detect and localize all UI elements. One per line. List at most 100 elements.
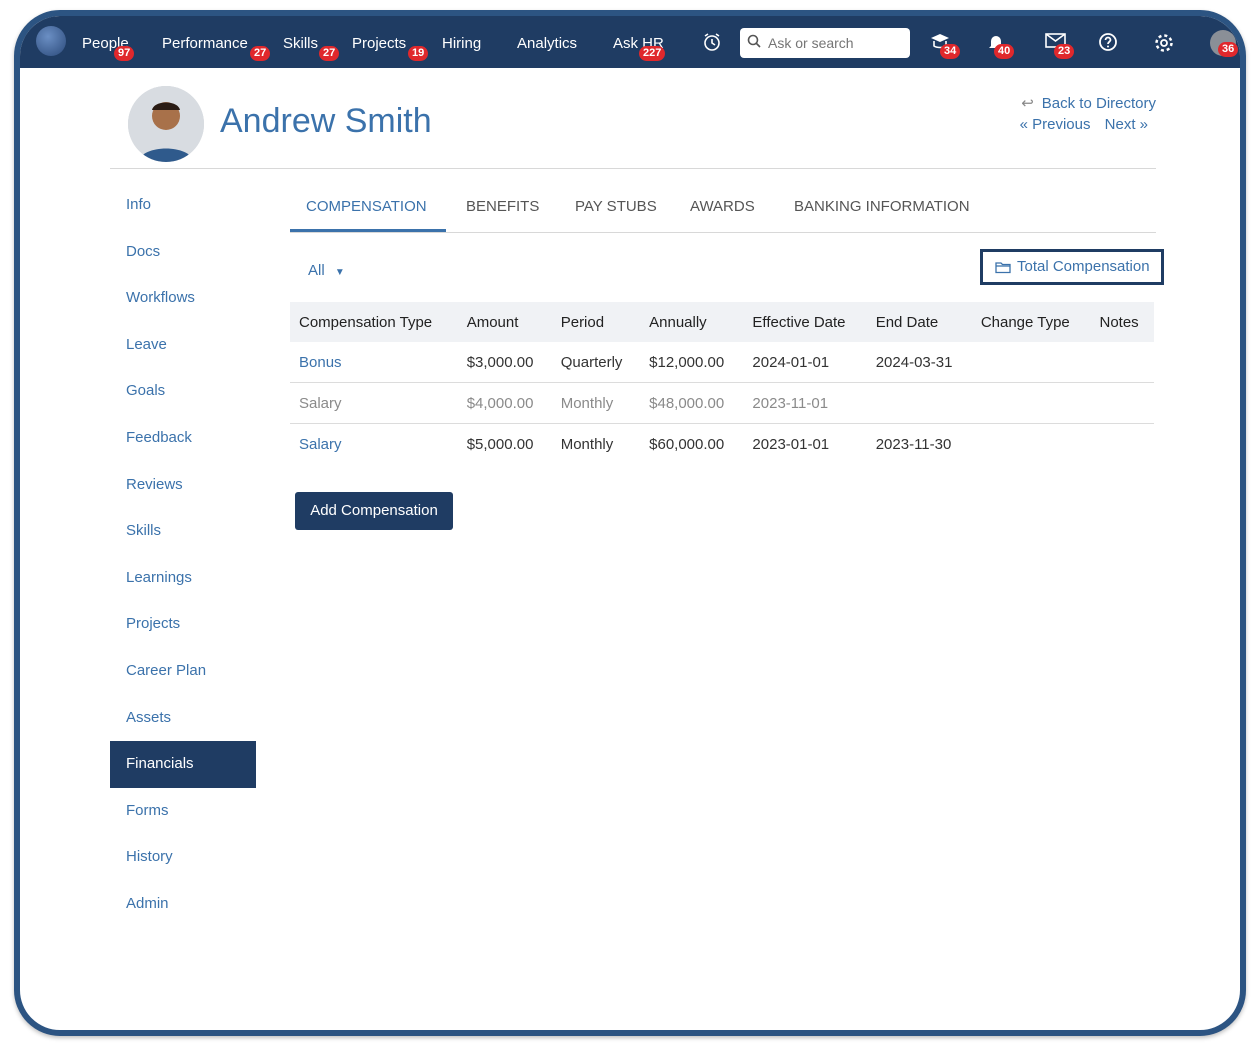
search-icon xyxy=(747,34,761,48)
cell-annually: $12,000.00 xyxy=(640,342,744,383)
cell-notes xyxy=(1091,424,1155,465)
cell-type[interactable]: Bonus xyxy=(290,342,458,383)
previous-link[interactable]: « Previous xyxy=(1019,116,1091,133)
search-input[interactable] xyxy=(766,28,905,58)
cell-change-type xyxy=(971,342,1091,383)
nav-skills-badge: 27 xyxy=(319,46,340,61)
tasks-icon[interactable]: 34 xyxy=(928,32,961,59)
col-notes[interactable]: Notes xyxy=(1090,302,1154,342)
nav-performance[interactable]: Performance 27 xyxy=(162,35,271,61)
tab-banking-information[interactable]: BANKING INFORMATION xyxy=(794,198,970,215)
nav-ask-hr[interactable]: Ask HR 227 xyxy=(613,35,666,61)
app-window: People 97 Performance 27 Skills 27 Proje… xyxy=(14,10,1246,1036)
sidebar-item-history[interactable]: History xyxy=(126,848,173,866)
search-box[interactable] xyxy=(740,28,910,58)
table-row: Salary $5,000.00 Monthly $60,000.00 2023… xyxy=(290,424,1154,465)
help-icon[interactable] xyxy=(1096,32,1120,56)
compensation-table: Compensation Type Amount Period Annually… xyxy=(290,302,1154,464)
nav-skills[interactable]: Skills 27 xyxy=(283,35,340,61)
cell-annually: $60,000.00 xyxy=(649,435,725,453)
back-label: Back to Directory xyxy=(1041,95,1156,112)
filter-label: All xyxy=(308,262,325,279)
employee-name: Andrew Smith xyxy=(220,102,432,140)
sidebar-item-workflows[interactable]: Workflows xyxy=(126,289,195,307)
sidebar-item-assets[interactable]: Assets xyxy=(126,708,172,726)
sidebar-item-admin[interactable]: Admin xyxy=(126,894,169,912)
cell-end-date xyxy=(866,382,972,424)
cell-type[interactable]: Salary xyxy=(290,382,458,424)
top-nav-bar: People 97 Performance 27 Skills 27 Proje… xyxy=(20,16,1240,68)
cell-period: Monthly xyxy=(560,435,614,453)
cell-amount: $3,000.00 xyxy=(457,342,552,383)
sidebar-item-goals[interactable]: Goals xyxy=(126,382,166,400)
sidebar-item-projects[interactable]: Projects xyxy=(126,615,181,633)
user-avatar[interactable]: 36 xyxy=(1210,30,1239,57)
cell-end-date: 2024-03-31 xyxy=(866,342,972,383)
messages-badge: 23 xyxy=(1054,44,1075,59)
cell-period: Monthly xyxy=(551,382,641,424)
col-period[interactable]: Period xyxy=(551,302,641,342)
col-end-date[interactable]: End Date xyxy=(866,302,972,342)
add-compensation-button[interactable]: Add Compensation xyxy=(295,492,453,530)
cell-effective-date: 2024-01-01 xyxy=(743,342,867,383)
filter-dropdown[interactable]: All ▼ xyxy=(308,262,345,279)
alarm-clock-icon[interactable] xyxy=(700,32,724,56)
sidebar-item-reviews[interactable]: Reviews xyxy=(126,475,183,493)
nav-hiring[interactable]: Hiring xyxy=(442,35,481,52)
cell-effective-date: 2023-11-01 xyxy=(743,382,867,424)
back-to-directory-link[interactable]: ↩ Back to Directory xyxy=(1021,94,1156,112)
cell-change-type xyxy=(971,382,1091,424)
nav-people[interactable]: People 97 xyxy=(82,35,135,61)
tab-pay-stubs[interactable]: PAY STUBS xyxy=(575,198,657,215)
notifications-badge: 40 xyxy=(994,44,1015,59)
profile-badge: 36 xyxy=(1218,42,1239,57)
profile-sidebar: Info Docs Workflows Leave Goals Feedback… xyxy=(110,182,256,928)
sidebar-item-learnings[interactable]: Learnings xyxy=(126,568,192,586)
tab-compensation[interactable]: COMPENSATION xyxy=(290,182,446,232)
sidebar-item-skills[interactable]: Skills xyxy=(126,522,162,540)
col-effective-date[interactable]: Effective Date xyxy=(743,302,867,342)
col-change-type[interactable]: Change Type xyxy=(971,302,1091,342)
nav-skills-label: Skills xyxy=(283,35,319,52)
sidebar-item-financials[interactable]: Financials xyxy=(110,741,256,788)
nav-projects-label: Projects xyxy=(352,35,407,52)
nav-performance-label: Performance xyxy=(162,35,248,52)
sidebar-item-forms[interactable]: Forms xyxy=(126,801,169,819)
tab-awards[interactable]: AWARDS xyxy=(690,198,755,215)
sidebar-item-info[interactable]: Info xyxy=(126,196,152,213)
financials-tabs: COMPENSATION BENEFITS PAY STUBS AWARDS B… xyxy=(290,182,1156,233)
cell-notes xyxy=(1090,342,1154,383)
nav-people-badge: 97 xyxy=(114,46,135,61)
cell-amount: $5,000.00 xyxy=(466,435,534,453)
next-link[interactable]: Next » xyxy=(1104,116,1148,133)
folder-icon xyxy=(995,262,1011,274)
nav-performance-badge: 27 xyxy=(250,46,271,61)
nav-analytics[interactable]: Analytics xyxy=(517,35,577,52)
sidebar-item-docs[interactable]: Docs xyxy=(126,242,161,260)
profile-photo xyxy=(128,86,204,162)
nav-ask-hr-badge: 227 xyxy=(639,46,666,61)
sidebar-item-leave[interactable]: Leave xyxy=(126,335,167,353)
col-amount[interactable]: Amount xyxy=(457,302,552,342)
company-logo[interactable] xyxy=(36,26,66,56)
col-compensation-type[interactable]: Compensation Type xyxy=(290,302,458,342)
total-compensation-button[interactable]: Total Compensation xyxy=(980,249,1164,285)
cell-type[interactable]: Salary xyxy=(299,435,342,453)
gear-icon[interactable] xyxy=(1152,32,1176,56)
table-row: Bonus $3,000.00 Quarterly $12,000.00 202… xyxy=(290,342,1154,383)
cell-change-type xyxy=(972,424,1091,465)
sidebar-item-feedback[interactable]: Feedback xyxy=(126,428,192,446)
mail-icon[interactable]: 23 xyxy=(1044,32,1075,59)
bell-icon[interactable]: 40 xyxy=(984,32,1015,59)
sidebar-item-career-plan[interactable]: Career Plan xyxy=(126,661,207,679)
nav-projects[interactable]: Projects 19 xyxy=(352,35,429,61)
col-annually[interactable]: Annually xyxy=(640,302,744,342)
total-compensation-label: Total Compensation xyxy=(1017,258,1150,275)
nav-hiring-label: Hiring xyxy=(442,35,482,52)
cell-end-date: 2023-11-30 xyxy=(875,435,952,453)
caret-down-icon: ▼ xyxy=(334,267,345,278)
tab-benefits[interactable]: BENEFITS xyxy=(466,198,540,215)
table-header-row: Compensation Type Amount Period Annually… xyxy=(290,302,1154,342)
cell-notes xyxy=(1090,382,1154,424)
cell-annually: $48,000.00 xyxy=(640,382,744,424)
